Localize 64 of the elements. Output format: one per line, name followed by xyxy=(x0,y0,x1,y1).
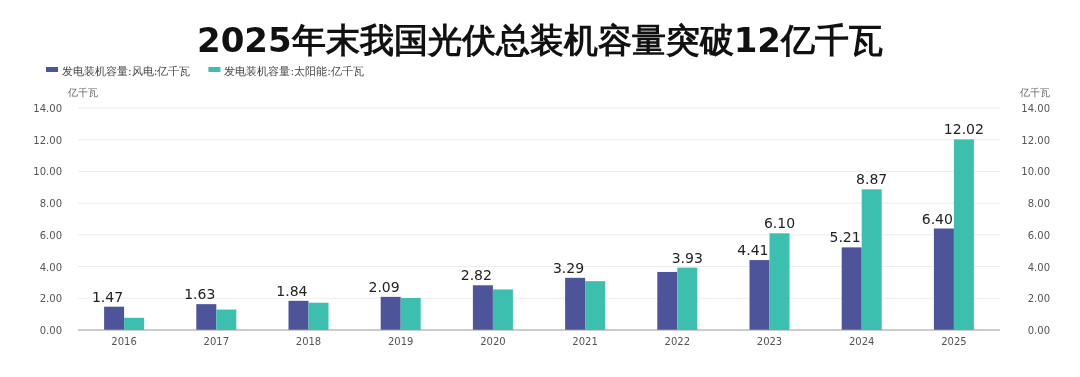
bar xyxy=(124,317,145,330)
x-tick-label: 2022 xyxy=(664,336,691,347)
x-tick-label: 2023 xyxy=(756,336,783,347)
legend-label: 发电装机容量:太阳能:亿千瓦 xyxy=(224,65,364,78)
data-label: 2.82 xyxy=(460,267,492,284)
data-label: 1.63 xyxy=(184,286,216,303)
y-tick-label: 0.00 xyxy=(39,325,62,336)
data-label: 1.84 xyxy=(276,282,308,299)
y-tick-label: 4.00 xyxy=(39,261,62,273)
y2-tick-label: 4.00 xyxy=(1027,261,1050,273)
y2-tick-label: 10.00 xyxy=(1021,166,1050,178)
data-label: 3.29 xyxy=(552,259,585,276)
y2-tick-label: 2.00 xyxy=(1027,293,1050,305)
data-label: 6.10 xyxy=(763,215,796,232)
bar xyxy=(288,300,309,330)
y2-tick-label: 14.00 xyxy=(1021,103,1050,114)
bar xyxy=(769,233,790,330)
data-label: 6.40 xyxy=(921,210,953,227)
x-tick-label: 2018 xyxy=(295,336,322,347)
data-label: 5.21 xyxy=(829,229,861,246)
y-tick-label: 2.00 xyxy=(39,293,62,305)
bar xyxy=(933,228,954,330)
legend-label: 发电装机容量:风电:亿千瓦 xyxy=(62,65,191,78)
x-tick-label: 2017 xyxy=(203,336,230,347)
chart-title: 2025年末我国光伏总装机容量突破12亿千瓦 xyxy=(197,20,883,60)
data-label: 8.87 xyxy=(856,171,888,188)
y-tick-label: 10.00 xyxy=(33,166,62,178)
bar xyxy=(585,281,606,330)
data-label: 2.09 xyxy=(368,278,400,295)
y-tick-label: 8.00 xyxy=(39,198,62,210)
y2-axis-title: 亿千瓦 xyxy=(1019,87,1050,98)
y2-tick-label: 0.00 xyxy=(1027,325,1050,336)
x-tick-label: 2019 xyxy=(387,336,414,347)
bar xyxy=(380,296,401,330)
bar xyxy=(861,189,882,330)
bar xyxy=(492,289,513,330)
bar xyxy=(657,271,678,330)
x-tick-label: 2024 xyxy=(848,336,875,347)
y-tick-label: 14.00 xyxy=(33,103,62,114)
bar xyxy=(677,267,698,330)
bar xyxy=(749,260,770,330)
y-tick-label: 6.00 xyxy=(39,229,62,241)
y2-tick-label: 6.00 xyxy=(1027,229,1050,241)
bar xyxy=(196,304,217,330)
bar xyxy=(216,309,237,330)
y2-tick-label: 8.00 xyxy=(1027,198,1050,210)
bar xyxy=(565,277,586,330)
x-tick-label: 2025 xyxy=(941,336,967,347)
y2-tick-label: 12.00 xyxy=(1021,134,1050,146)
x-tick-label: 2016 xyxy=(111,336,137,347)
data-label: 4.41 xyxy=(737,242,769,259)
bar xyxy=(400,297,421,330)
bar xyxy=(841,247,862,330)
bar xyxy=(953,139,974,330)
bar xyxy=(472,285,493,330)
data-label: 12.02 xyxy=(943,121,984,138)
bar xyxy=(308,302,329,330)
y-tick-label: 12.00 xyxy=(33,134,62,146)
data-label: 3.93 xyxy=(671,249,703,266)
y-axis-title: 亿千瓦 xyxy=(67,87,98,98)
x-tick-label: 2021 xyxy=(572,336,598,347)
data-label: 1.47 xyxy=(91,288,124,305)
x-tick-label: 2020 xyxy=(480,336,506,347)
bar xyxy=(104,306,125,330)
